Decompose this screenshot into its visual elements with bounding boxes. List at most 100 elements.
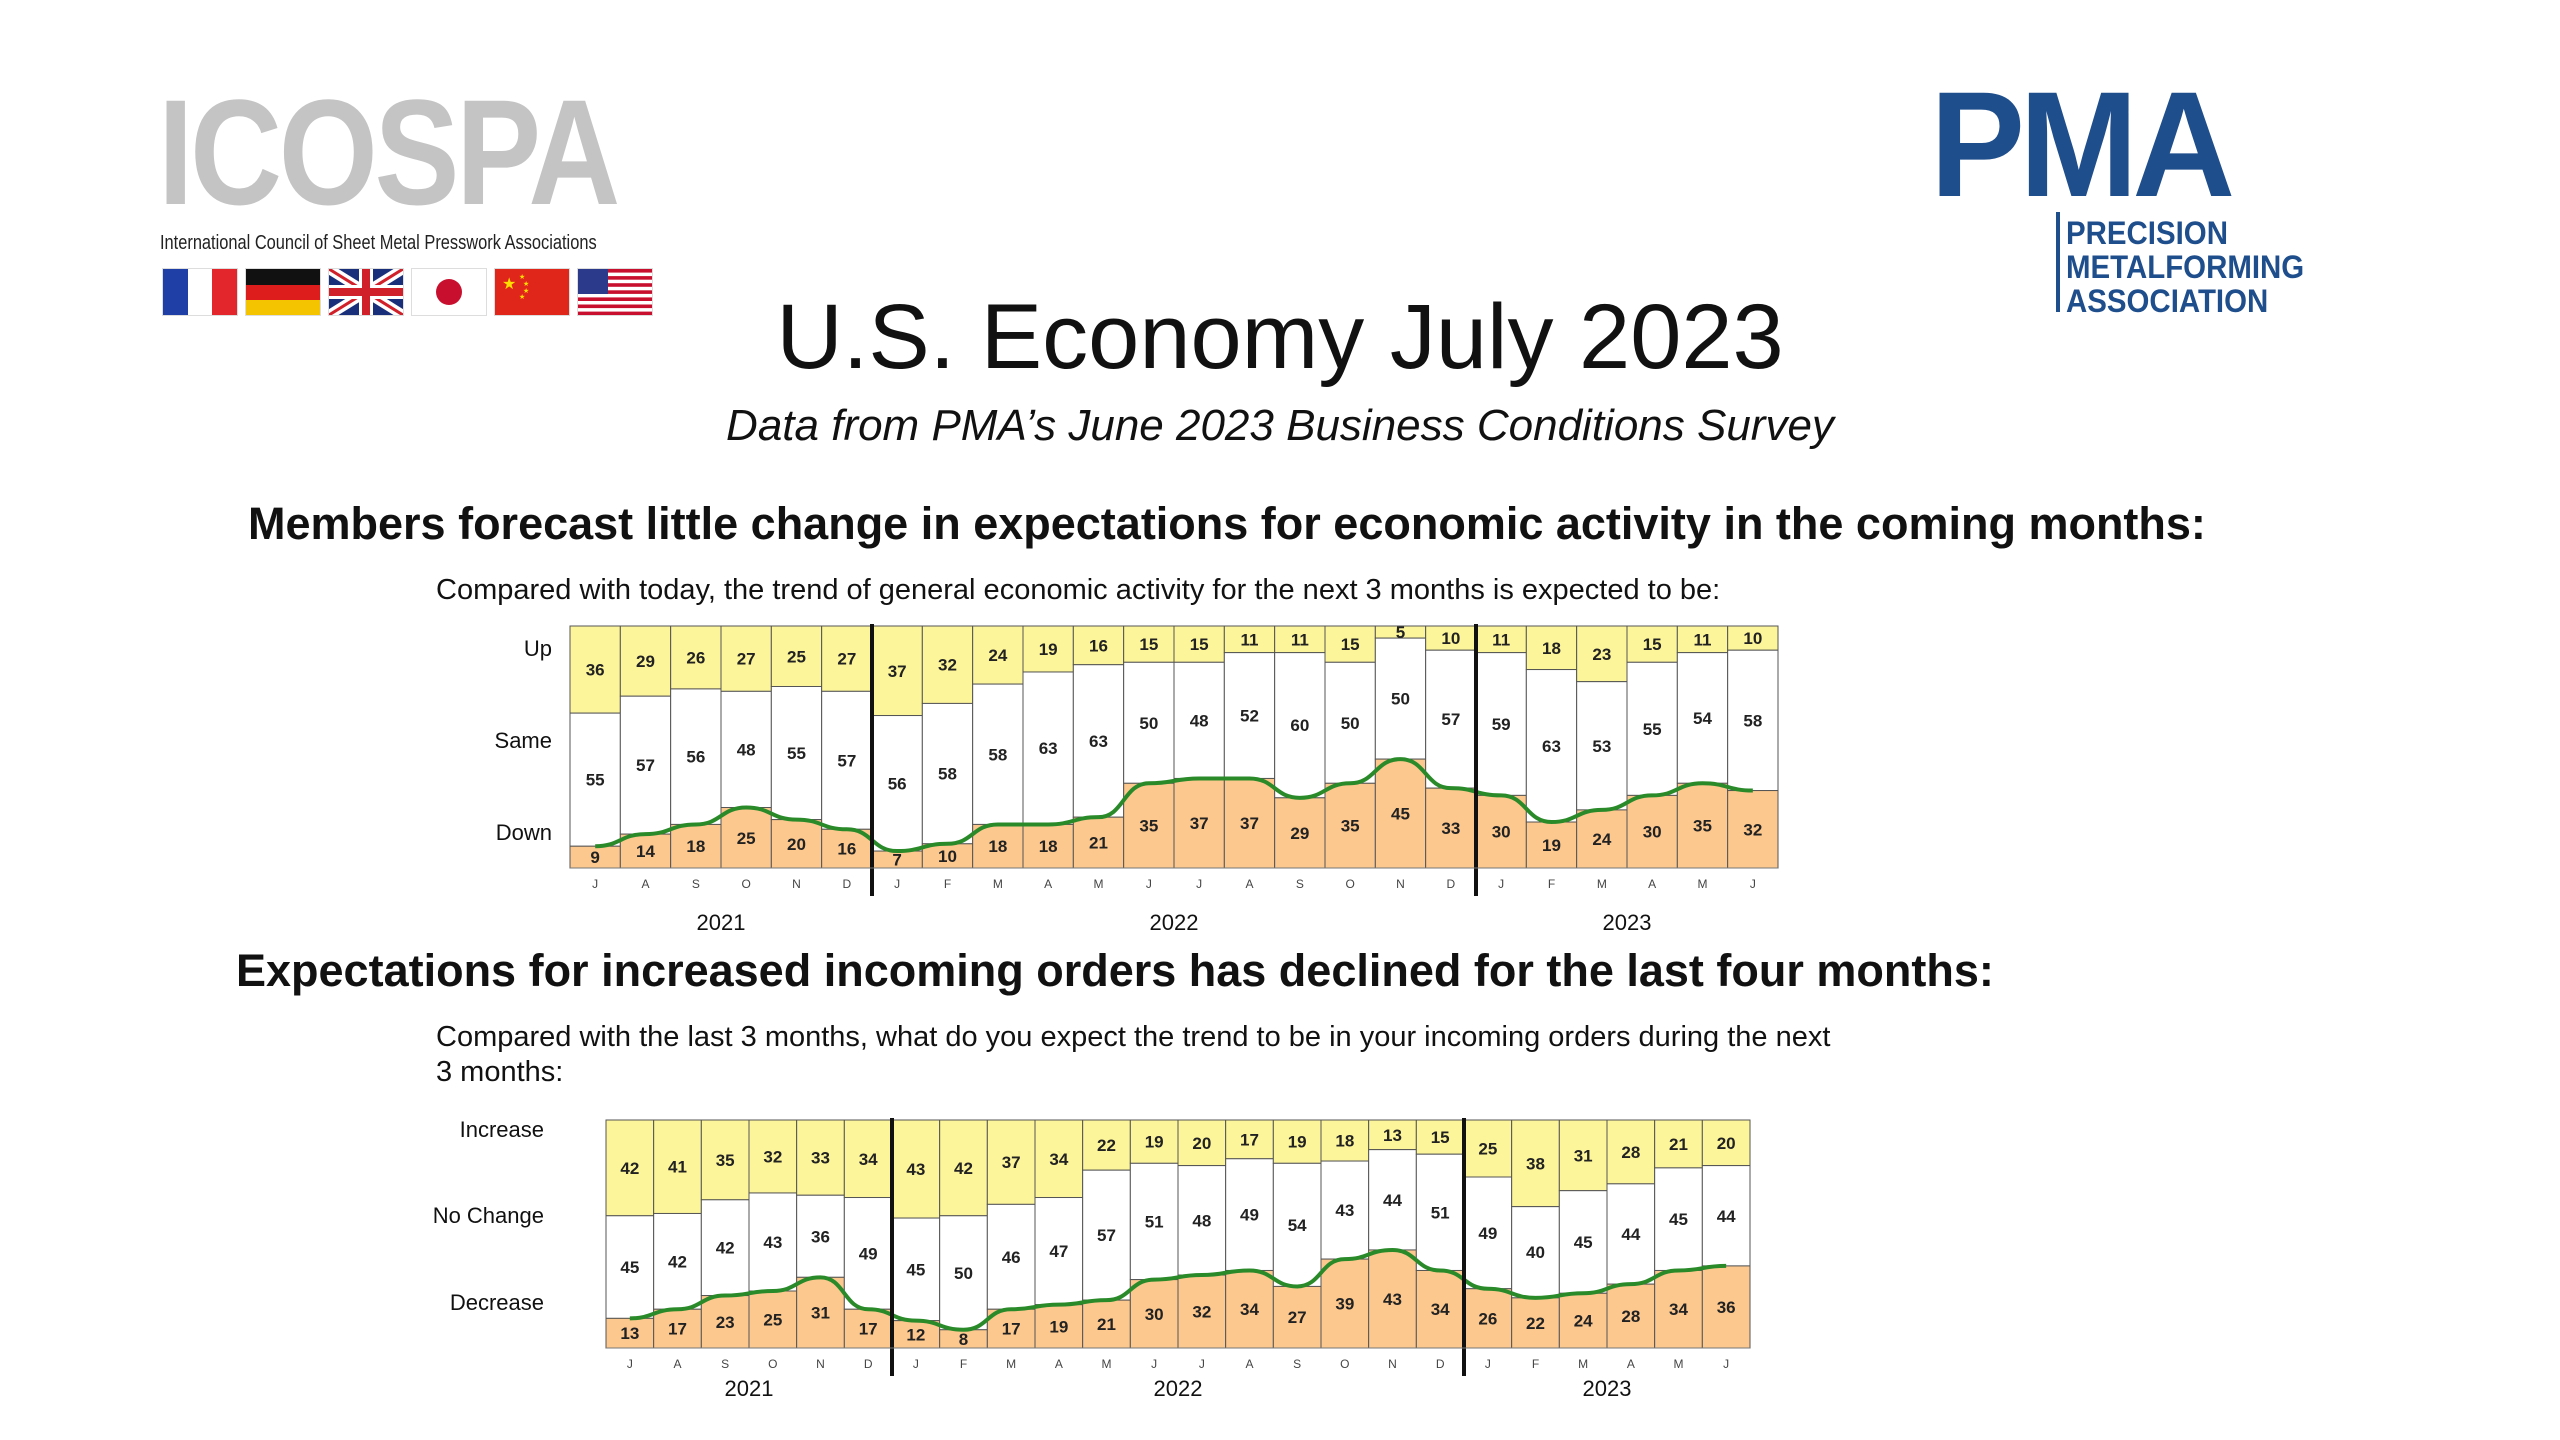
chart2-label-up: 17 <box>1240 1130 1259 1149</box>
chart1-label-down: 21 <box>1089 834 1108 853</box>
chart2-label-same: 49 <box>1240 1206 1259 1225</box>
chart1-bar-same <box>1223 652 1276 779</box>
chart1-bar-down <box>972 823 1024 869</box>
chart1-caption: Compared with today, the trend of genera… <box>436 574 1721 606</box>
chart2-month-label: D <box>1436 1357 1445 1371</box>
chart2-label-down: 8 <box>959 1330 968 1349</box>
chart2-bar-down <box>605 1317 655 1349</box>
chart1-label-same: 63 <box>1039 739 1058 758</box>
chart2-bar-up <box>605 1119 655 1217</box>
chart1-bar-down <box>1626 794 1678 869</box>
chart1-month-label: A <box>1044 877 1052 891</box>
chart1-label-up: 23 <box>1592 645 1611 664</box>
chart2-label-down: 34 <box>1240 1300 1259 1319</box>
chart1-label-same: 58 <box>938 765 957 784</box>
chart1-month-label: J <box>894 877 900 891</box>
chart2-bar-down <box>1654 1269 1703 1349</box>
chart1-bar-up <box>1727 625 1779 651</box>
chart1-month-label: M <box>1094 877 1104 891</box>
chart1-label-same: 58 <box>988 745 1007 764</box>
chart2-month-label: J <box>1199 1357 1205 1371</box>
chart1-label-same: 54 <box>1693 709 1712 728</box>
chart1-bar-up <box>1576 625 1628 683</box>
chart1-label-down: 35 <box>1693 817 1712 836</box>
chart2-label-down: 28 <box>1621 1307 1640 1326</box>
chart1-label-same: 63 <box>1089 732 1108 751</box>
chart2-bar-same <box>939 1215 988 1331</box>
chart2-month-label: A <box>1055 1357 1063 1371</box>
chart1-label-up: 15 <box>1190 635 1209 654</box>
chart2-label-up: 35 <box>716 1151 735 1170</box>
chart2-year-label: 2023 <box>1583 1376 1632 1401</box>
chart1-label-down: 14 <box>636 842 655 861</box>
chart1-month-label: M <box>1698 877 1708 891</box>
chart1-bar-up <box>871 625 923 717</box>
chart1-label-down: 37 <box>1240 814 1259 833</box>
chart1-label-down: 30 <box>1492 823 1511 842</box>
chart2-label-down: 23 <box>716 1313 735 1332</box>
chart2-label-down: 12 <box>906 1325 925 1344</box>
chart1-bar-same <box>1123 661 1175 784</box>
chart2-bar-up <box>1511 1119 1560 1208</box>
chart2-label-down: 13 <box>620 1324 639 1343</box>
chart2-month-label: F <box>960 1357 967 1371</box>
chart1-label-down: 18 <box>988 837 1007 856</box>
chart2-label-same: 45 <box>1669 1210 1688 1229</box>
chart2-row-label: No Change <box>433 1203 544 1228</box>
chart1-label-down: 19 <box>1542 836 1561 855</box>
chart2-bar-up <box>1558 1119 1608 1192</box>
chart2-month-label: J <box>627 1357 633 1371</box>
chart2-label-up: 37 <box>1002 1153 1021 1172</box>
chart2-label-same: 45 <box>906 1260 925 1279</box>
chart1-label-same: 55 <box>1643 720 1662 739</box>
pma-line-association: ASSOCIATION <box>2066 283 2269 319</box>
germany-flag <box>245 268 321 316</box>
chart1-bar-same <box>1072 664 1125 818</box>
chart2-label-up: 22 <box>1097 1136 1116 1155</box>
chart2-label-down: 36 <box>1717 1298 1736 1317</box>
chart2-label-down: 27 <box>1288 1308 1307 1327</box>
chart1-row-label: Up <box>524 636 552 661</box>
chart2-label-same: 46 <box>1002 1248 1021 1267</box>
chart2-bar-down <box>1701 1265 1751 1349</box>
chart2-label-up: 41 <box>668 1158 687 1177</box>
chart2-bar-same <box>1082 1169 1131 1301</box>
chart1-bar-down <box>720 807 772 869</box>
chart2-bar-down <box>1034 1304 1084 1349</box>
icospa-subtitle: International Council of Sheet Metal Pre… <box>160 232 597 254</box>
chart1-label-up: 10 <box>1743 629 1762 648</box>
chart2-bar-up <box>1654 1119 1703 1169</box>
chart1-month-label: J <box>1146 877 1152 891</box>
chart2-label-down: 19 <box>1049 1317 1068 1336</box>
chart1-bar-same <box>1324 661 1376 784</box>
chart1-label-up: 19 <box>1039 640 1058 659</box>
chart2-bar-same <box>1511 1206 1560 1299</box>
chart1-month-label: J <box>1498 877 1504 891</box>
chart2-label-up: 25 <box>1478 1140 1497 1159</box>
chart1-label-up: 11 <box>1492 630 1510 649</box>
usa-flag <box>577 268 653 316</box>
chart2-label-same: 45 <box>1574 1233 1593 1252</box>
chart2-label-down: 17 <box>859 1320 878 1339</box>
chart1-row-label: Same <box>495 728 552 753</box>
chart1-label-up: 24 <box>988 646 1007 665</box>
chart2-bar-same <box>1463 1176 1513 1290</box>
chart1-bar-down <box>1223 777 1276 869</box>
chart2-label-same: 36 <box>811 1227 830 1246</box>
chart1-bar-up <box>1123 625 1175 663</box>
chart1-bar-up <box>821 625 873 692</box>
chart1-label-up: 37 <box>888 662 907 681</box>
chart2-month-label: M <box>1578 1357 1588 1371</box>
chart1-bar-same <box>1475 652 1527 796</box>
chart2-bar-down <box>748 1290 798 1349</box>
chart1-label-same: 57 <box>1441 710 1460 729</box>
chart2-bar-same <box>605 1215 655 1319</box>
chart1-label-up: 26 <box>686 648 705 667</box>
chart2-year-label: 2022 <box>1154 1376 1203 1401</box>
chart2-label-down: 17 <box>668 1320 687 1339</box>
chart1-bar-down <box>1425 787 1477 869</box>
chart2-caption: Compared with the last 3 months, what do… <box>436 1021 1831 1088</box>
chart1-label-down: 35 <box>1139 817 1158 836</box>
chart2-bar-up <box>1272 1119 1322 1164</box>
